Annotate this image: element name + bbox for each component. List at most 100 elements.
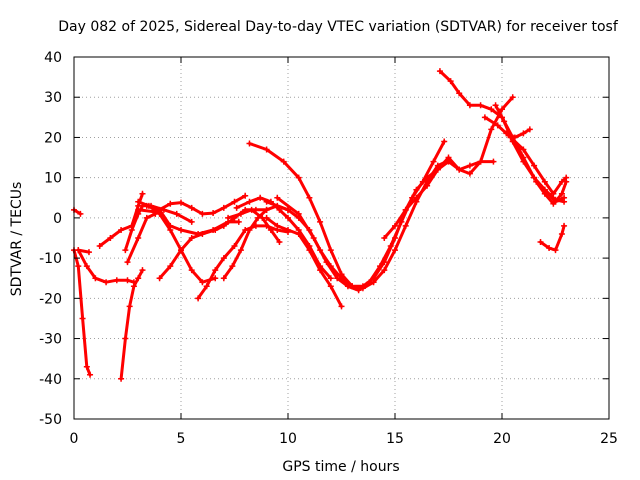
series-line	[158, 208, 269, 280]
data-point	[103, 279, 110, 286]
y-tick-label: -10	[39, 251, 62, 267]
data-point	[220, 275, 227, 282]
data-point	[225, 214, 232, 221]
data-point	[430, 158, 437, 165]
y-axis-title: SDTVAR / TECUs	[9, 182, 25, 297]
data-point	[434, 166, 441, 173]
data-point	[477, 102, 484, 109]
data-point	[128, 226, 135, 233]
data-point	[77, 210, 84, 217]
chart-title: Day 082 of 2025, Sidereal Day-to-day VTE…	[58, 19, 619, 35]
data-point	[295, 210, 302, 217]
x-tick-label: 25	[600, 431, 618, 447]
data-point	[419, 178, 426, 185]
data-point	[246, 198, 253, 205]
data-point	[135, 198, 142, 205]
y-tick-label: -40	[39, 372, 62, 388]
data-point	[246, 140, 253, 147]
data-point	[231, 243, 238, 250]
data-point	[488, 126, 495, 133]
data-point	[195, 295, 202, 302]
data-point	[466, 162, 473, 169]
data-point	[501, 118, 508, 125]
data-point	[257, 194, 264, 201]
data-point	[481, 114, 488, 121]
data-point	[306, 247, 313, 254]
data-point	[447, 78, 454, 85]
data-point	[490, 158, 497, 165]
data-point	[263, 146, 270, 153]
series-track-24	[481, 114, 570, 197]
series-track-27	[533, 178, 570, 207]
data-point	[85, 249, 92, 256]
data-point	[210, 210, 217, 217]
data-point	[113, 277, 120, 284]
series-line	[126, 212, 157, 264]
series-track-20	[274, 138, 448, 294]
y-tick-label: -50	[39, 412, 62, 428]
series-line	[539, 224, 566, 252]
data-point	[392, 247, 398, 254]
plot-frame	[73, 56, 610, 420]
data-point	[263, 214, 270, 221]
data-point	[122, 335, 129, 342]
data-point	[188, 204, 195, 211]
data-point	[511, 134, 518, 141]
data-point	[237, 247, 244, 254]
data-point	[199, 230, 206, 237]
data-point	[220, 255, 227, 262]
data-point	[355, 287, 362, 294]
data-point	[233, 204, 240, 211]
data-point	[235, 218, 242, 225]
x-tick-label: 15	[386, 431, 404, 447]
data-point	[83, 263, 90, 270]
series-line	[136, 194, 247, 216]
data-point	[135, 206, 142, 213]
grid	[74, 57, 609, 419]
series-line	[504, 127, 532, 139]
data-point	[317, 267, 324, 274]
data-point	[178, 199, 184, 206]
data-point	[87, 371, 94, 378]
y-tick-label: 20	[44, 130, 62, 146]
series-track-01	[71, 206, 84, 217]
data-point	[122, 247, 129, 254]
data-point	[285, 226, 291, 233]
data-point	[456, 90, 463, 97]
data-point	[188, 218, 195, 225]
data-point	[75, 263, 82, 270]
data-point	[139, 267, 146, 274]
y-tick-label: -20	[39, 291, 62, 307]
data-point	[263, 198, 270, 205]
data-point	[139, 190, 146, 197]
data-point	[178, 226, 184, 233]
data-point	[561, 198, 568, 205]
data-point	[242, 192, 249, 199]
data-point	[276, 239, 283, 246]
data-point	[520, 146, 527, 153]
data-point	[143, 202, 150, 209]
data-point	[327, 275, 334, 282]
data-point	[338, 303, 345, 310]
y-tick-label: 0	[53, 211, 62, 227]
data-point	[173, 210, 180, 217]
data-point	[520, 158, 527, 165]
data-point	[130, 283, 137, 290]
series-track-25	[503, 126, 533, 141]
data-point	[550, 200, 557, 207]
data-point	[75, 247, 82, 254]
data-point	[231, 198, 238, 205]
series-line	[494, 103, 566, 204]
data-point	[537, 239, 544, 246]
data-point	[280, 158, 287, 165]
data-point	[402, 206, 409, 213]
series-track-26	[537, 222, 568, 254]
data-point	[124, 259, 131, 266]
data-point	[541, 178, 548, 185]
data-point	[156, 275, 163, 282]
data-point	[212, 226, 219, 233]
data-point	[334, 275, 341, 282]
data-point	[445, 154, 452, 161]
data-point	[558, 190, 565, 197]
data-point	[285, 214, 291, 221]
